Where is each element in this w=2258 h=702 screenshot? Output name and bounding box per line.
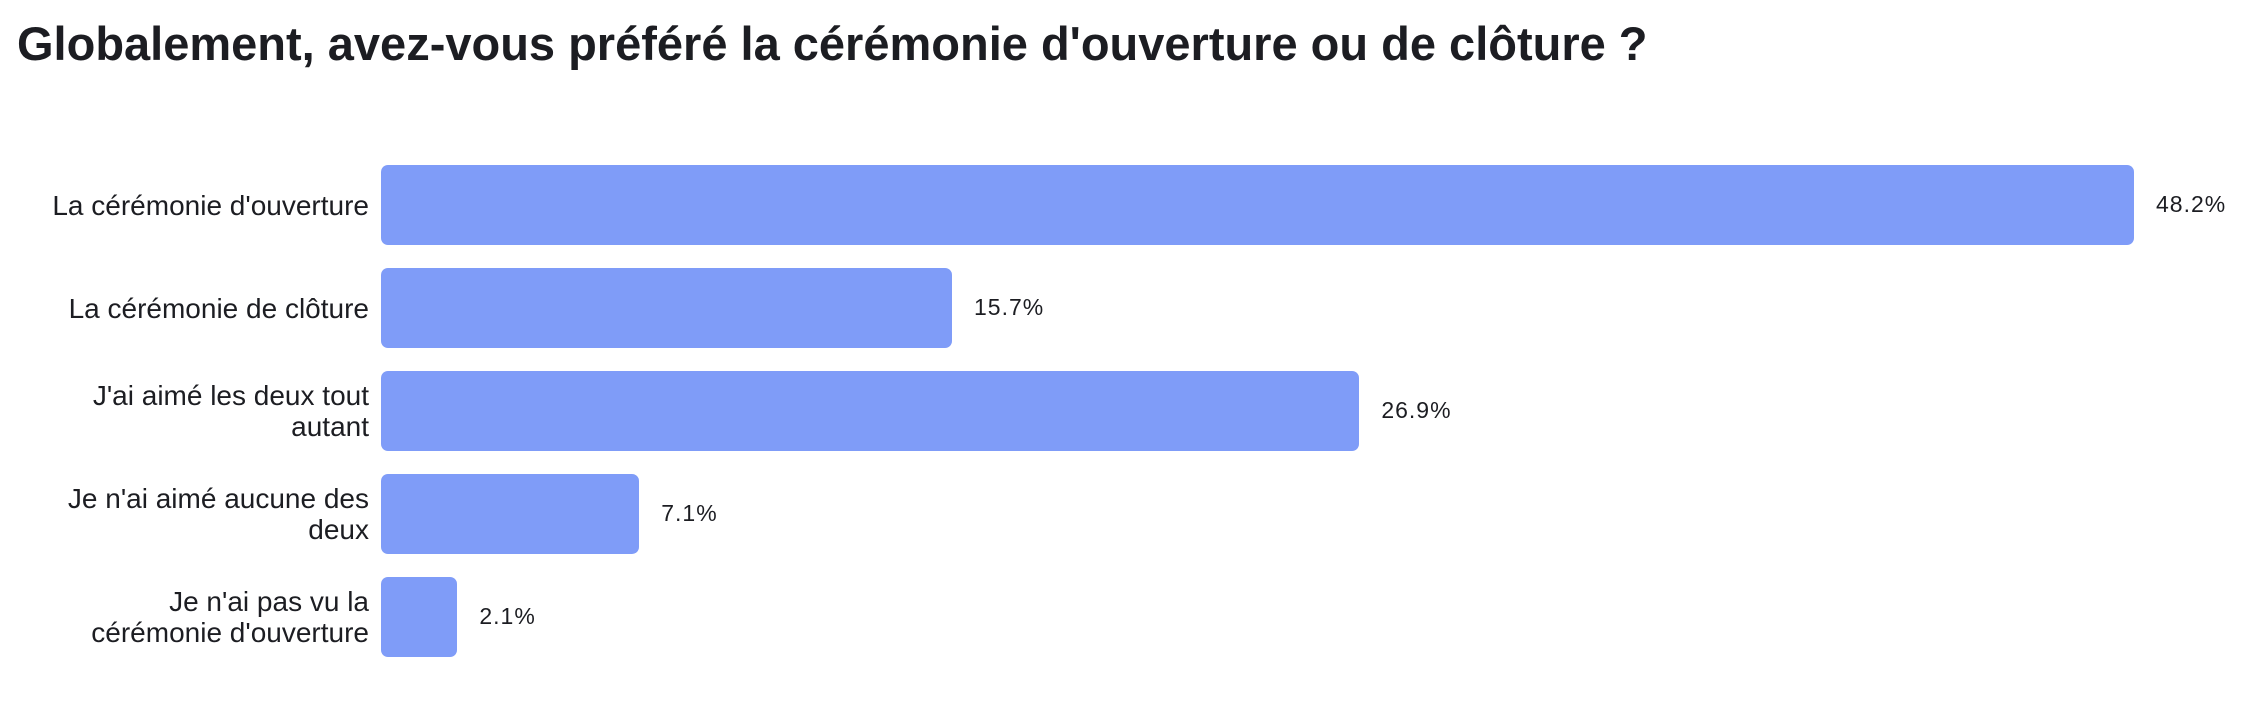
bar (381, 371, 1360, 451)
value-label: 48.2% (2156, 191, 2227, 217)
bar (381, 577, 458, 657)
value-label: 2.1% (479, 603, 536, 629)
category-label: La cérémonie d'ouverture (52, 189, 369, 221)
category-label: Je n'ai pas vu la cérémonie d'ouverture (91, 586, 369, 648)
value-label: 15.7% (973, 294, 1045, 320)
category-label: J'ai aimé les deux tout autant (92, 380, 369, 442)
bar (381, 268, 952, 348)
bar (381, 474, 640, 554)
chart-title: Globalement, avez-vous préféré la cérémo… (17, 17, 1648, 70)
category-label: La cérémonie de clôture (68, 292, 369, 324)
value-label: 7.1% (661, 500, 718, 526)
value-label: 26.9% (1381, 397, 1452, 423)
category-label: Je n'ai aimé aucune des deux (67, 483, 369, 545)
bar (381, 165, 2134, 245)
